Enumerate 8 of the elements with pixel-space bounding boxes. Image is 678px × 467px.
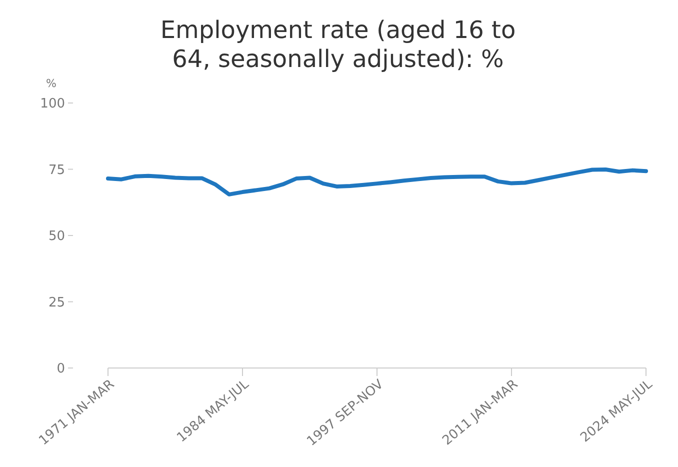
y-tick-label: 100 <box>40 96 65 112</box>
chart-title: Employment rate (aged 16 to 64, seasonally adjusted): % <box>160 16 516 73</box>
line-series <box>106 168 648 196</box>
y-tick-label: 50 <box>48 229 65 244</box>
y-tick-label: 75 <box>48 162 65 178</box>
y-tick-label: 25 <box>48 295 65 310</box>
y-axis-title: % <box>46 77 56 90</box>
y-tick-label: 0 <box>56 362 65 377</box>
